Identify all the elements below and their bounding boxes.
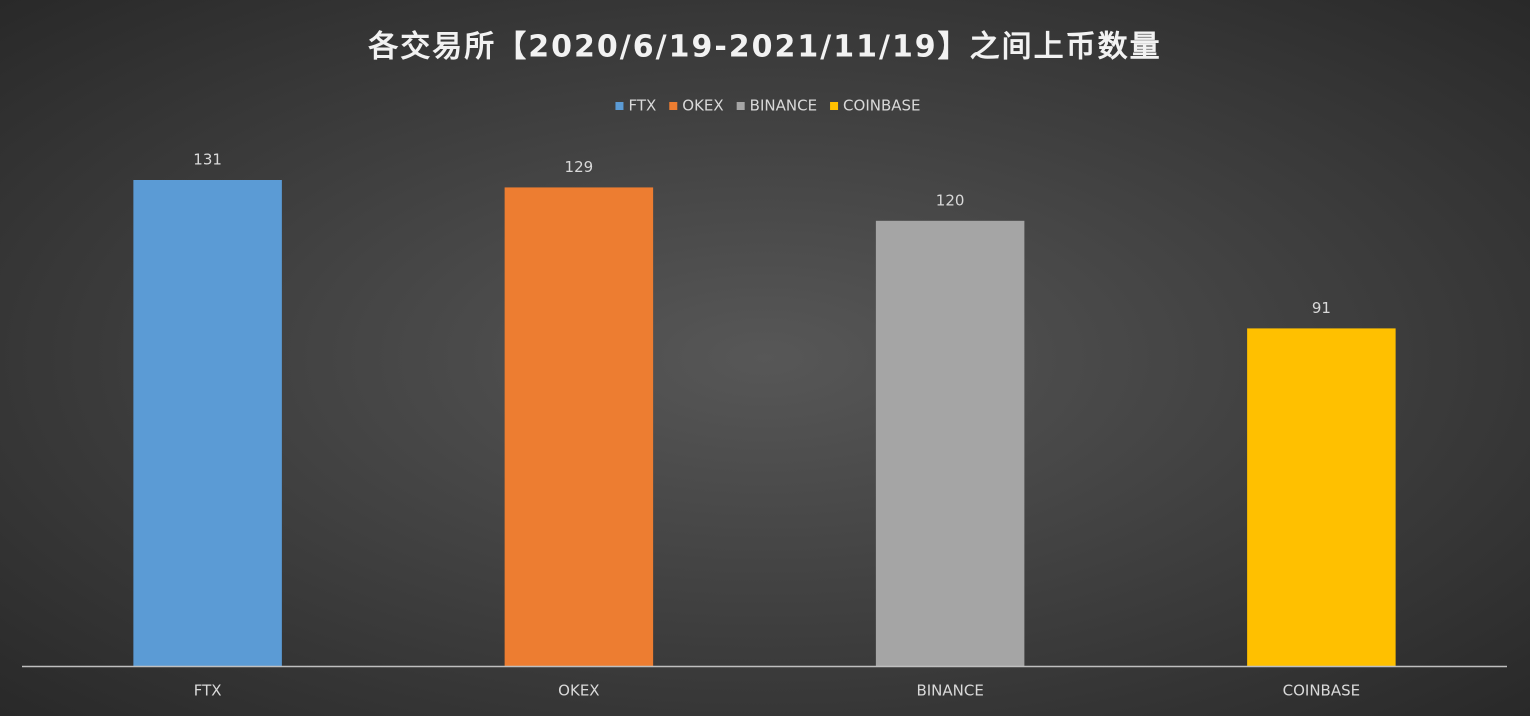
legend-swatch (669, 102, 678, 110)
x-tick-label: BINANCE (916, 682, 983, 700)
legend-swatch (830, 102, 839, 110)
value-label: 91 (1312, 299, 1331, 317)
x-tick-label: FTX (194, 682, 222, 700)
value-label: 131 (193, 151, 222, 169)
bar (504, 187, 654, 666)
legend-label: BINANCE (750, 97, 817, 115)
bar (1247, 328, 1396, 666)
legend-swatch (736, 102, 745, 110)
x-tick-label: OKEX (558, 682, 599, 700)
legend-label: OKEX (682, 97, 723, 115)
bar (133, 180, 282, 666)
chart-title: 各交易所【2020/6/19-2021/11/19】之间上币数量 (367, 30, 1161, 65)
value-label: 120 (936, 191, 965, 209)
legend-swatch (615, 102, 624, 110)
x-tick-label: COINBASE (1283, 682, 1360, 700)
legend-label: FTX (628, 97, 656, 115)
bar (875, 220, 1025, 667)
legend: FTX OKEX BINANCE COINBASE (615, 97, 921, 115)
value-label: 129 (565, 158, 594, 176)
legend-label: COINBASE (843, 97, 920, 115)
